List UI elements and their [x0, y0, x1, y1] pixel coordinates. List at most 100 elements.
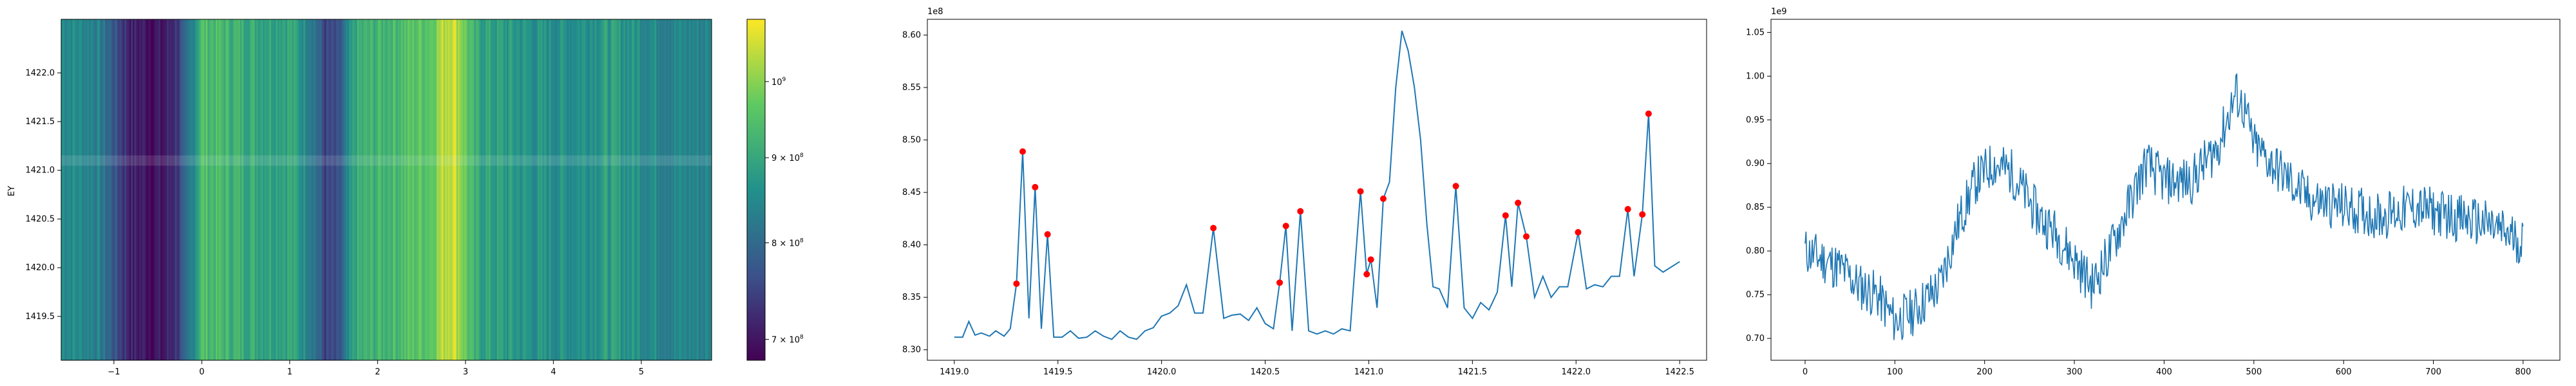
spectrum-x-tick-label: 1422.0 [1562, 367, 1591, 377]
heatmap-column [440, 19, 442, 360]
heatmap-column [433, 19, 436, 360]
heatmap-column [252, 19, 256, 360]
heatmap-column [298, 19, 301, 360]
heatmap-column [526, 19, 529, 360]
series-offset-text: 1e9 [1771, 7, 1787, 17]
spectrum-line [954, 30, 1680, 340]
heatmap-column [77, 19, 80, 360]
heatmap-column [384, 19, 387, 360]
heatmap-column [126, 19, 129, 360]
heatmap-column [311, 19, 314, 360]
heatmap-column [383, 19, 386, 360]
heatmap-column [378, 19, 381, 360]
peak-marker [1367, 256, 1374, 263]
heatmap-column [586, 19, 589, 360]
heatmap-column [193, 19, 195, 360]
peak-marker [1452, 183, 1459, 190]
spectrum-offset-text: 1e8 [927, 7, 943, 17]
heatmap-column [162, 19, 164, 360]
heatmap-column [270, 19, 273, 360]
heatmap-column [100, 19, 102, 360]
heatmap-column [368, 19, 371, 360]
heatmap-column [500, 19, 502, 360]
heatmap-column [363, 19, 366, 360]
heatmap-column [248, 19, 251, 360]
heatmap-column [430, 19, 433, 360]
series-x-tick-label: 400 [2156, 367, 2172, 377]
heatmap-column [412, 19, 415, 360]
heatmap-column [165, 19, 167, 360]
heatmap-column [551, 19, 553, 360]
spectrum-line-panel: 1419.0 1419.5 1420.0 1420.5 1421.0 1421.5 1422… [902, 7, 1707, 377]
heatmap-column [490, 19, 493, 360]
peak-marker [1575, 229, 1582, 236]
spectrum-y-tick-label: 8.35 [902, 293, 921, 302]
heatmap-column [651, 19, 654, 360]
heatmap-column [428, 19, 431, 360]
heatmap-column [93, 19, 96, 360]
heatmap-column [527, 19, 530, 360]
heatmap-column [417, 19, 420, 360]
heatmap-column [84, 19, 86, 360]
heatmap-column [139, 19, 142, 360]
heatmap-column [654, 19, 657, 360]
heatmap-column [170, 19, 173, 360]
heatmap-y-tick-label: 1419.5 [26, 312, 55, 322]
heatmap-column [341, 19, 343, 360]
heatmap-column [155, 19, 158, 360]
heatmap-column [337, 19, 340, 360]
heatmap-column [119, 19, 122, 360]
heatmap-column [598, 19, 600, 360]
heatmap-column [264, 19, 267, 360]
heatmap-column [422, 19, 424, 360]
heatmap-column [427, 19, 430, 360]
spectrum-y-tick-label: 8.50 [902, 136, 921, 145]
heatmap-image [61, 19, 712, 360]
heatmap-column [263, 19, 265, 360]
heatmap-column [69, 19, 71, 360]
heatmap-column [233, 19, 236, 360]
heatmap-column [451, 19, 454, 360]
heatmap-column [214, 19, 216, 360]
heatmap-column [489, 19, 491, 360]
heatmap-column [175, 19, 177, 360]
heatmap-column [409, 19, 412, 360]
heatmap-column [267, 19, 270, 360]
heatmap-column [588, 19, 591, 360]
heatmap-column [401, 19, 403, 360]
heatmap-column [534, 19, 536, 360]
heatmap-column [146, 19, 148, 360]
heatmap-column [144, 19, 146, 360]
heatmap-column [99, 19, 101, 360]
heatmap-column [261, 19, 263, 360]
heatmap-column [679, 19, 681, 360]
heatmap-column [536, 19, 538, 360]
series-y-tick-label: 0.90 [1746, 159, 1765, 169]
heatmap-column [687, 19, 690, 360]
heatmap-column [404, 19, 406, 360]
heatmap-column [520, 19, 522, 360]
heatmap-column [289, 19, 291, 360]
heatmap-column [301, 19, 304, 360]
heatmap-column [97, 19, 99, 360]
heatmap-column [393, 19, 395, 360]
heatmap-column [469, 19, 471, 360]
heatmap-column [435, 19, 437, 360]
heatmap-column [589, 19, 592, 360]
heatmap-column [677, 19, 680, 360]
heatmap-column [287, 19, 290, 360]
heatmap-column [128, 19, 130, 360]
heatmap-column [676, 19, 678, 360]
heatmap-column [455, 19, 457, 360]
heatmap-column [694, 19, 696, 360]
heatmap-column [616, 19, 618, 360]
heatmap-column [609, 19, 612, 360]
heatmap-column [317, 19, 321, 360]
heatmap-column [158, 19, 161, 360]
heatmap-column [184, 19, 187, 360]
heatmap-column [243, 19, 245, 360]
heatmap-column [372, 19, 374, 360]
heatmap-column [466, 19, 468, 360]
heatmap-column [450, 19, 452, 360]
heatmap-column [121, 19, 124, 360]
